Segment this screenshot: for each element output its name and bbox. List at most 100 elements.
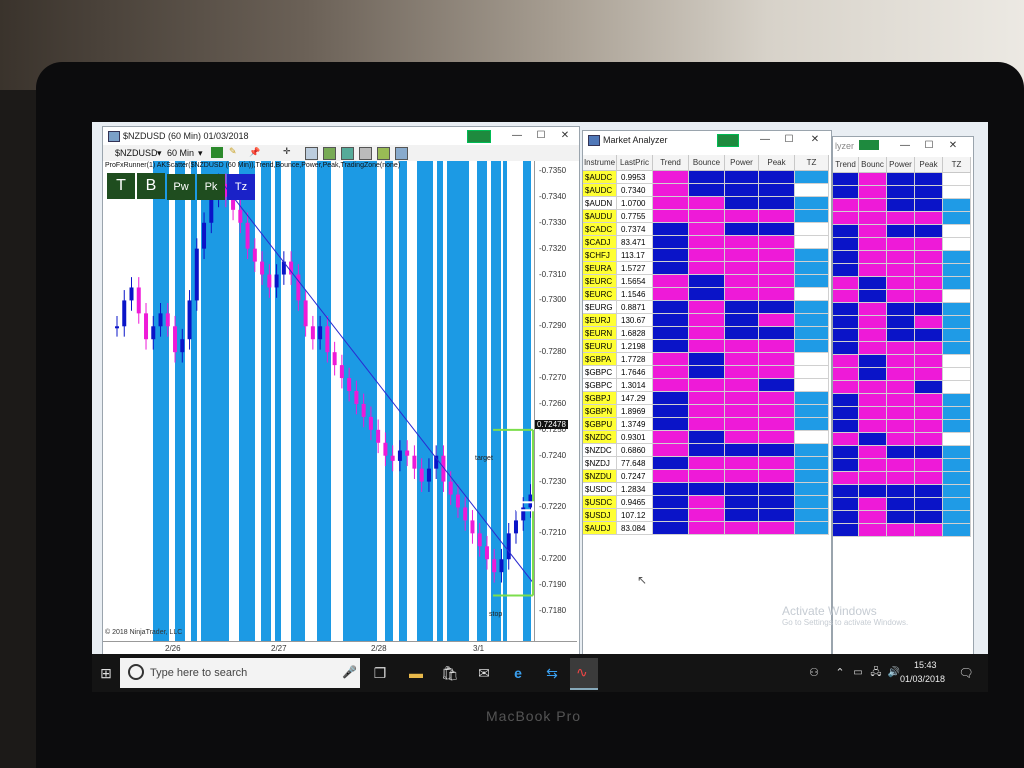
column-header[interactable]: Peak (759, 155, 795, 171)
edge-browser-icon[interactable]: e (514, 665, 522, 681)
instrument-cell[interactable]: $NZDC (583, 431, 617, 444)
maximize-icon[interactable]: ☐ (784, 134, 794, 145)
task-view-icon[interactable]: ❐ (373, 665, 387, 681)
instrument-cell[interactable]: $USDJ (583, 509, 617, 522)
strategy-icon[interactable] (323, 147, 336, 160)
windows-start-icon[interactable]: ⊞ (100, 665, 112, 681)
instrument-cell[interactable]: $GBPA (583, 353, 617, 366)
signal-cell (887, 186, 915, 199)
column-header[interactable]: Peak (915, 157, 943, 173)
minimize-icon[interactable]: — (900, 140, 910, 151)
price-tick-label: -0.7350 (539, 166, 567, 175)
column-header[interactable]: Instrume (583, 155, 617, 171)
zoom-icon[interactable] (305, 147, 318, 160)
search-box[interactable]: Type here to search 🎤 (120, 658, 360, 688)
instrument-cell[interactable]: $AUDC (583, 171, 617, 184)
column-header[interactable]: Bounce (689, 155, 725, 171)
instrument-cell[interactable]: $EURN (583, 327, 617, 340)
candle-body (187, 300, 192, 340)
tray-chevron-icon[interactable]: ⌃ (835, 667, 845, 679)
indicator-icon[interactable] (341, 147, 354, 160)
analyzer-app-icon (588, 135, 600, 146)
signal-cell (725, 262, 759, 275)
column-header[interactable]: TZ (943, 157, 971, 173)
maximize-icon[interactable]: ☐ (924, 140, 934, 151)
mail-icon[interactable]: ✉ (478, 665, 490, 681)
network-icon[interactable]: 🖧 (870, 667, 882, 678)
instrument-cell[interactable]: $EURA (583, 262, 617, 275)
signal-cell (887, 355, 915, 368)
instrument-cell[interactable]: $EURC (583, 288, 617, 301)
instrument-cell[interactable]: $EURG (583, 301, 617, 314)
column-header[interactable]: LastPric (617, 155, 653, 171)
store-icon[interactable]: 🛍 (441, 665, 459, 681)
instrument-cell[interactable]: $GBPC (583, 366, 617, 379)
chart-window-titlebar[interactable]: $NZDUSD (60 Min) 01/03/2018 — ☐ ✕ (103, 127, 579, 145)
link-button[interactable] (467, 130, 491, 143)
properties-icon[interactable] (359, 147, 372, 160)
instrument-cell[interactable]: $CADJ (583, 236, 617, 249)
close-icon[interactable]: ✕ (810, 134, 820, 145)
instrument-cell[interactable]: $AUDN (583, 197, 617, 210)
close-icon[interactable]: ✕ (948, 140, 958, 151)
column-header[interactable]: TZ (795, 155, 829, 171)
column-header[interactable]: Bounc (859, 157, 887, 173)
data-box-icon[interactable] (395, 147, 408, 160)
clock-time[interactable]: 15:43 (914, 660, 937, 670)
bar-type-icon[interactable] (211, 147, 223, 158)
people-icon[interactable]: ⚇ (809, 667, 819, 679)
market-analyzer-titlebar[interactable]: Market Analyzer — ☐ ✕ (583, 131, 831, 149)
candle-body (158, 313, 163, 327)
instrument-cell[interactable]: $CADC (583, 223, 617, 236)
pin-icon[interactable]: 📌 (249, 147, 261, 157)
instrument-cell[interactable]: $EURC (583, 275, 617, 288)
signal-cell (725, 353, 759, 366)
interval-selector[interactable]: 60 Min (167, 148, 195, 158)
instrument-cell[interactable]: $AUDJ (583, 522, 617, 535)
pencil-icon[interactable]: ✎ (229, 146, 237, 156)
file-explorer-icon[interactable]: ▬ (409, 665, 423, 681)
signal-cell (653, 522, 689, 535)
signal-cell (653, 457, 689, 470)
instrument-cell[interactable]: $AUDC (583, 184, 617, 197)
instrument-cell[interactable]: $GBPJ (583, 392, 617, 405)
link-button[interactable] (859, 140, 879, 150)
link-button[interactable] (717, 134, 739, 147)
instrument-cell[interactable]: $GBPU (583, 418, 617, 431)
signal-cell (833, 407, 859, 420)
maximize-icon[interactable]: ☐ (536, 130, 546, 141)
ninjatrader-icon[interactable]: ∿ (570, 658, 598, 690)
instrument-cell[interactable]: $USDC (583, 483, 617, 496)
instrument-selector[interactable]: $NZDUSD (115, 148, 158, 158)
clock-date[interactable]: 01/03/2018 (900, 674, 946, 684)
instrument-cell[interactable]: $GBPN (583, 405, 617, 418)
instrument-cell[interactable]: $NZDC (583, 444, 617, 457)
teamviewer-icon[interactable]: ⇆ (546, 665, 558, 681)
instrument-cell[interactable]: $CHFJ (583, 249, 617, 262)
column-header[interactable]: Trend (833, 157, 859, 173)
instrument-cell[interactable]: $USDC (583, 496, 617, 509)
close-icon[interactable]: ✕ (560, 130, 570, 141)
snapshot-icon[interactable] (377, 147, 390, 160)
minimize-icon[interactable]: — (512, 130, 522, 141)
candle-body (209, 196, 214, 223)
instrument-cell[interactable]: $EURJ (583, 314, 617, 327)
battery-icon[interactable]: ▭ (853, 667, 863, 678)
signal-cell (833, 173, 859, 186)
notifications-icon[interactable]: 🗨 (958, 666, 974, 680)
signal-cell (887, 225, 915, 238)
crosshair-icon[interactable]: ✛ (283, 146, 291, 156)
minimize-icon[interactable]: — (760, 134, 770, 145)
instrument-cell[interactable]: $NZDJ (583, 457, 617, 470)
column-header[interactable]: Power (887, 157, 915, 173)
price-chart[interactable]: ProFxRunner(1) AKScatter($NZDUSD (60 Min… (103, 161, 577, 641)
secondary-titlebar[interactable]: lyzer — ☐ ✕ (833, 137, 973, 155)
instrument-cell[interactable]: $NZDU (583, 470, 617, 483)
instrument-cell[interactable]: $EURU (583, 340, 617, 353)
microphone-icon[interactable]: 🎤 (342, 665, 357, 679)
volume-icon[interactable]: 🔊 (887, 667, 901, 678)
column-header[interactable]: Power (725, 155, 759, 171)
instrument-cell[interactable]: $AUDU (583, 210, 617, 223)
instrument-cell[interactable]: $GBPC (583, 379, 617, 392)
column-header[interactable]: Trend (653, 155, 689, 171)
